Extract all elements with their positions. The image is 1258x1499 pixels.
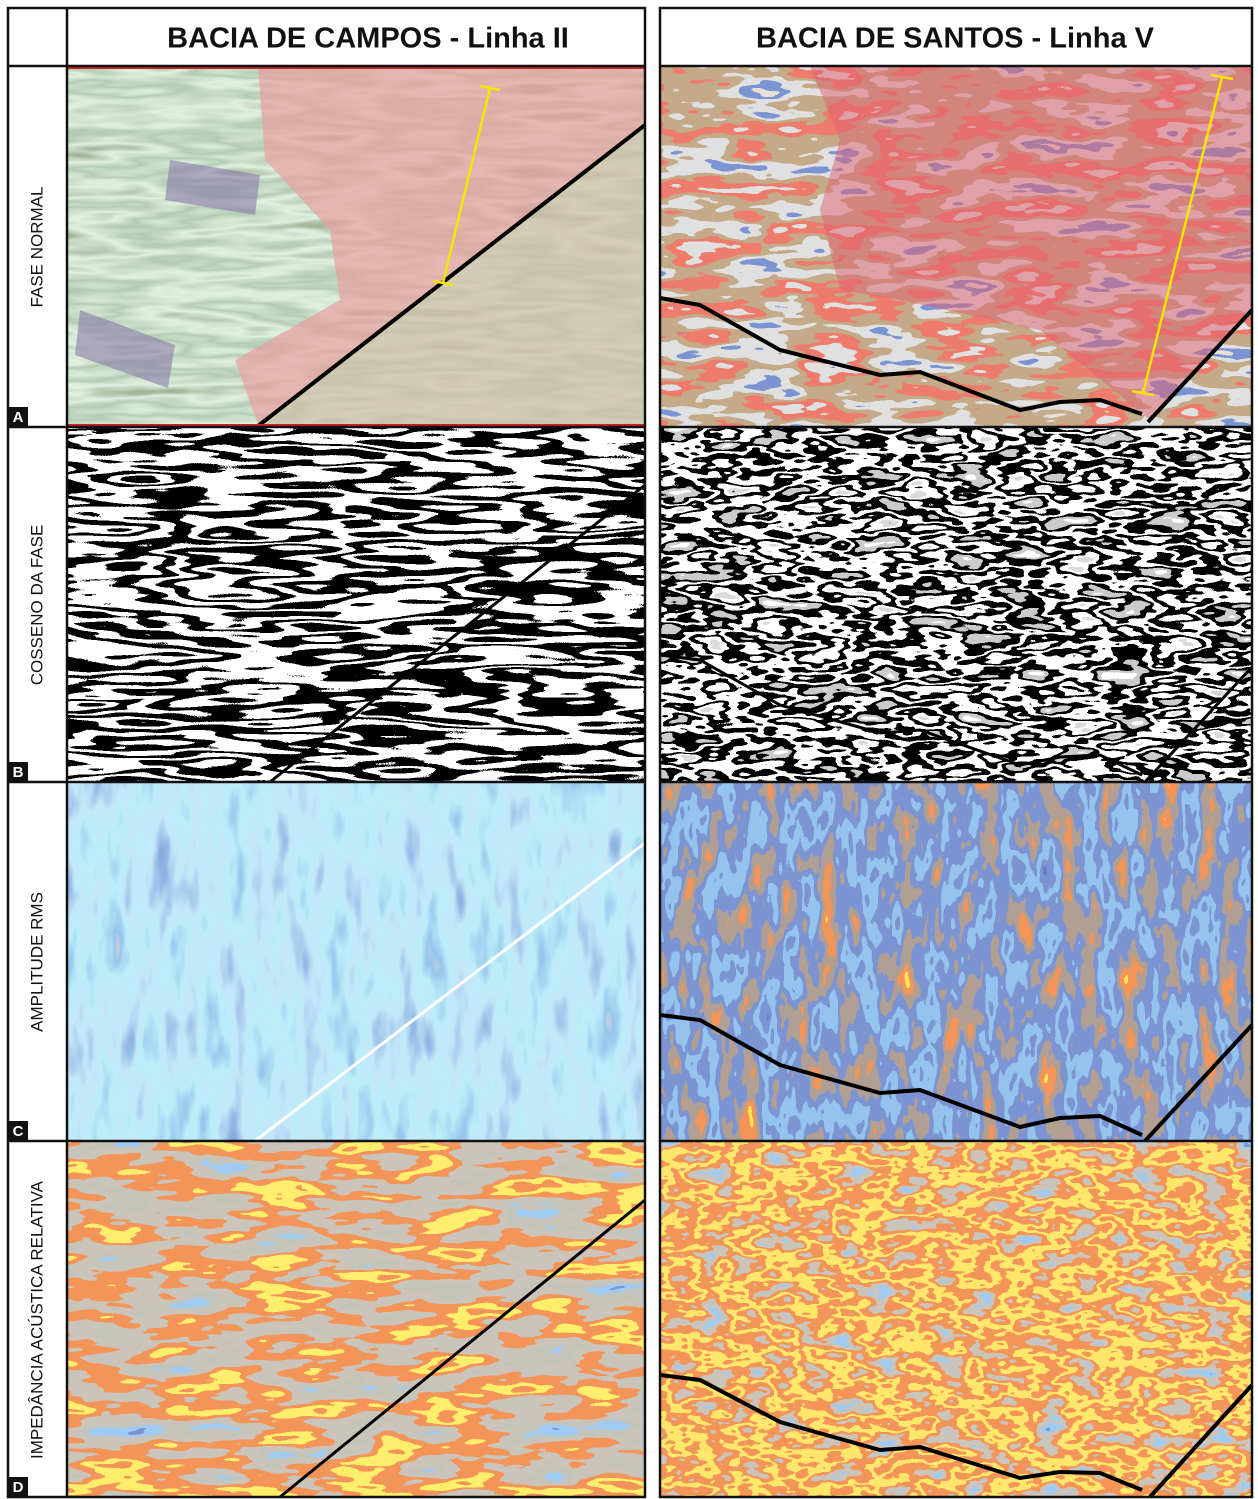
panel-letter: A: [13, 409, 24, 426]
seismic-image: [67, 1142, 645, 1497]
seismic-image: [67, 783, 645, 1141]
seismic-image: [660, 1142, 1252, 1497]
row-label: IMPEDÂNCIA ACÚSTICA RELATIVA: [27, 1180, 46, 1459]
frame: [6, 6, 1254, 1499]
row-label: AMPLITUDE RMS: [27, 892, 46, 1032]
column-header: BACIA DE SANTOS - Linha V: [756, 23, 1155, 55]
region-overlay: [165, 160, 260, 215]
panel-letter: B: [13, 764, 24, 781]
region-overlay: [235, 66, 645, 425]
region-overlay: [75, 310, 175, 388]
fault-line: [1146, 308, 1254, 424]
seismic-image: [660, 427, 1252, 782]
seismic-image: [67, 427, 645, 782]
column-header: BACIA DE CAMPOS - Linha II: [167, 23, 569, 55]
fault-line: [1148, 1383, 1254, 1499]
region-overlay: [810, 66, 1252, 420]
fault-line: [279, 1198, 646, 1499]
fault-line: [254, 841, 646, 1143]
panel-letter: D: [13, 1479, 24, 1496]
scale-bar: [1131, 73, 1234, 397]
panel-letter: C: [13, 1123, 24, 1140]
row-label: COSSENO DA FASE: [27, 525, 46, 686]
seismic-image: [660, 783, 1252, 1141]
scale-bar: [432, 84, 501, 287]
horizon-line: [659, 653, 1143, 777]
fault-line: [256, 123, 647, 428]
row-label: FASE NORMAL: [27, 187, 46, 308]
fault-line: [1143, 665, 1254, 784]
horizon-line: [659, 1373, 1143, 1492]
fault-line: [269, 483, 646, 784]
fault-line: [1143, 1023, 1254, 1143]
letter-boxes: [8, 407, 28, 1497]
horizon-line: [659, 1013, 1143, 1137]
horizon-line: [659, 296, 1143, 416]
